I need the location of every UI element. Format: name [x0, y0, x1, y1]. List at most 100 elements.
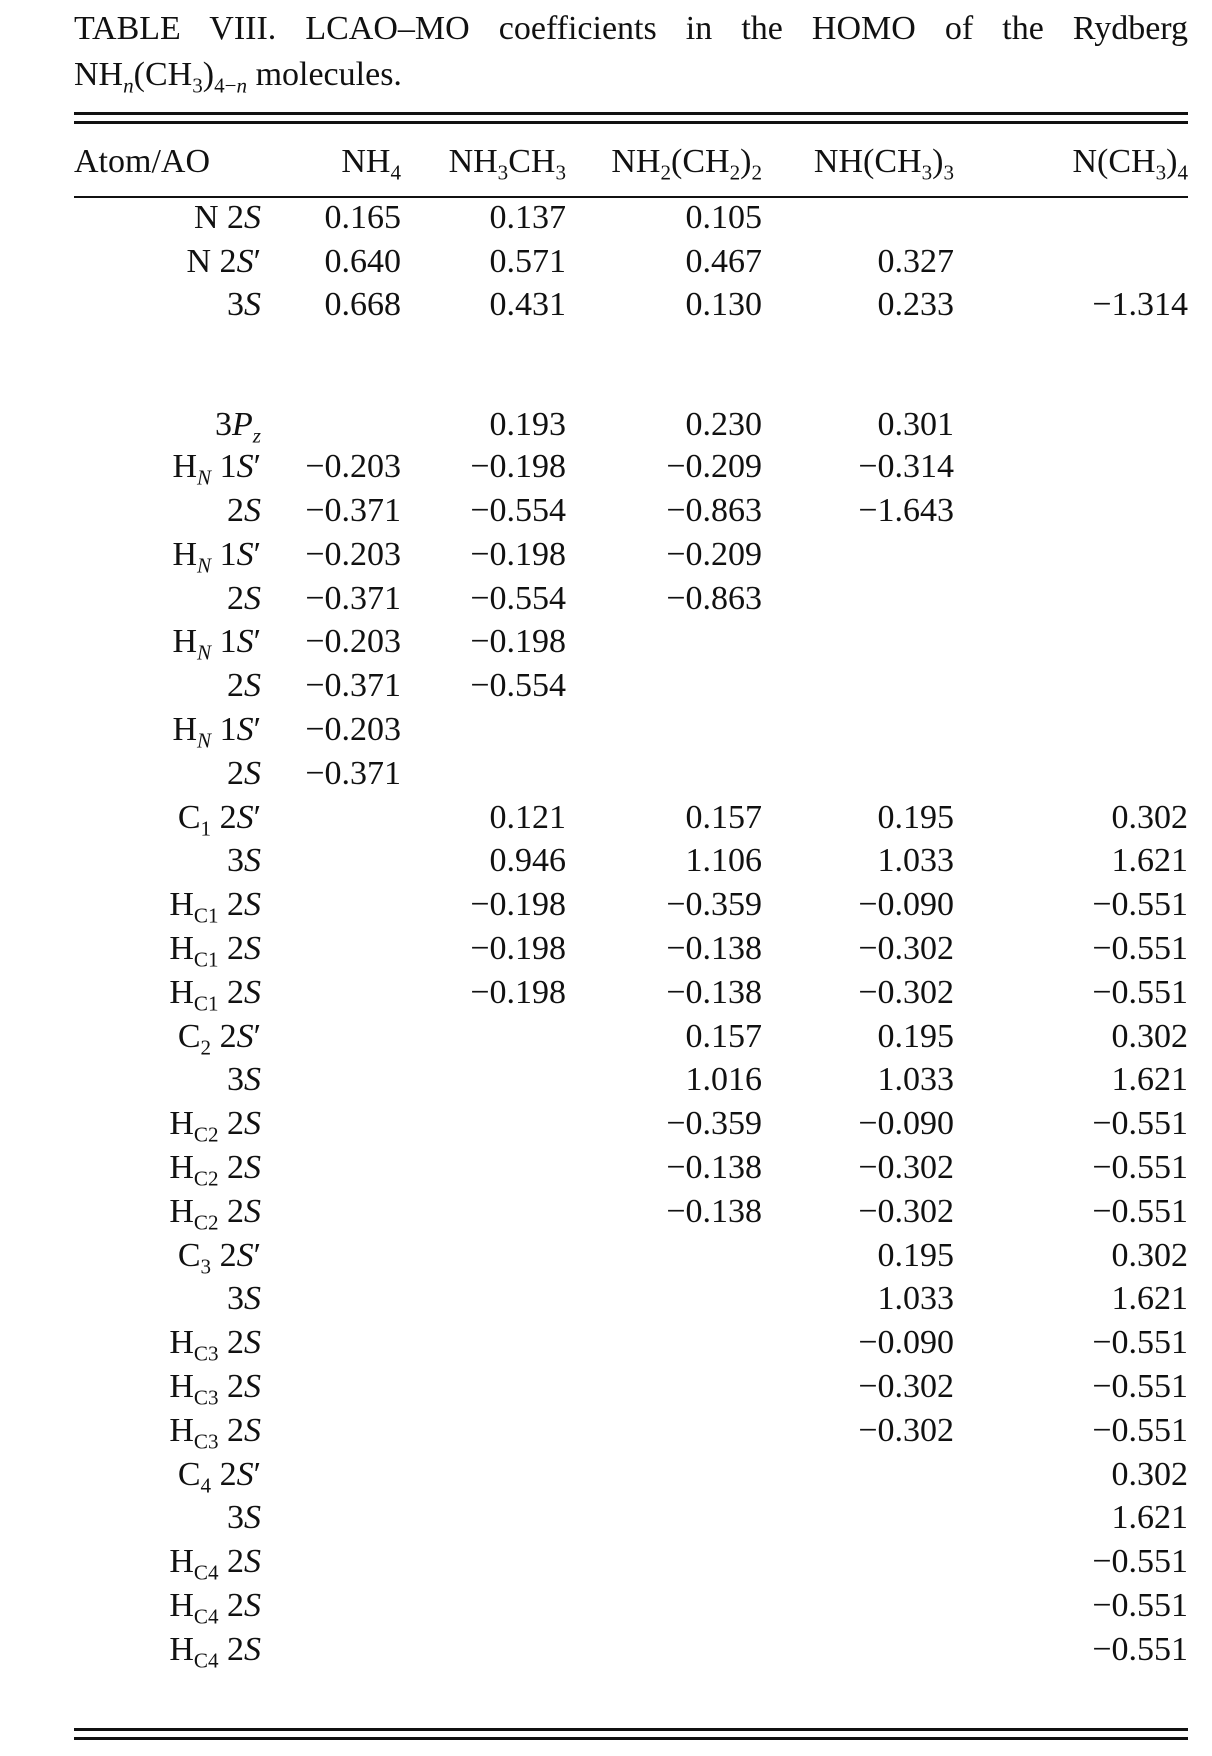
- coefficient-cell: −0.198: [470, 930, 566, 968]
- coefficient-cell: [566, 1497, 762, 1541]
- table-row: 2S −0.371 −0.554 −0.863 −1.643: [74, 489, 1188, 533]
- coefficient-cell: −0.371: [305, 492, 401, 530]
- coefficient-cell: 0.157: [685, 798, 763, 836]
- atom-ao-cell: HC1 2S: [169, 930, 261, 972]
- coefficient-cell: −0.551: [1092, 1368, 1188, 1406]
- atom-ao-cell: 3Pz: [215, 406, 261, 448]
- table-row: HC3 2S −0.302 −0.551: [74, 1365, 1188, 1409]
- table-row: C4 2S′ 0.302: [74, 1453, 1188, 1497]
- table-row: HC1 2S −0.198 −0.359 −0.090 −0.551: [74, 883, 1188, 927]
- table-row: 3S 1.621: [74, 1497, 1188, 1541]
- coefficient-cell: [261, 1628, 401, 1672]
- coefficient-cell: 0.195: [877, 1236, 955, 1274]
- table-row: 3S 1.033 1.621: [74, 1278, 1188, 1322]
- coefficient-cell: [566, 1628, 762, 1672]
- coefficient-cell: 1.106: [685, 842, 763, 880]
- coefficient-cell: [401, 1146, 566, 1190]
- table-caption: TABLE VIII. LCAO–MO coefficients in the …: [74, 6, 1188, 98]
- atom-ao-cell: C4 2S′: [177, 1455, 261, 1497]
- bottom-rule-2: [74, 1737, 1188, 1740]
- coefficient-cell: 0.121: [489, 798, 567, 836]
- coefficient-cell: [762, 1628, 954, 1672]
- table-row: HN 1S′ −0.203: [74, 708, 1188, 752]
- coefficient-cell: [261, 1497, 401, 1541]
- coefficient-cell: −0.551: [1092, 1630, 1188, 1668]
- atom-ao-cell: HN 1S′: [172, 535, 261, 578]
- coefficient-cell: −0.138: [666, 1149, 762, 1187]
- atom-ao-cell: 3S: [227, 1280, 261, 1318]
- atom-ao-cell: HC3 2S: [169, 1324, 261, 1366]
- coefficient-cell: 0.327: [877, 242, 955, 280]
- coefficient-cell: −0.090: [858, 886, 954, 924]
- coefficient-cell: −0.203: [305, 623, 401, 661]
- atom-ao-cell: 3S: [227, 1061, 261, 1099]
- coefficient-cell: −0.554: [470, 667, 566, 705]
- atom-ao-cell: 3S: [227, 1499, 261, 1537]
- coefficient-cell: [762, 1584, 954, 1628]
- atom-ao-cell: HN 1S′: [172, 623, 261, 665]
- coefficient-cell: −1.643: [858, 492, 954, 530]
- coefficient-cell: −0.302: [858, 930, 954, 968]
- table-row: 3Pz 0.193 0.230 0.301: [74, 327, 1188, 448]
- coefficient-cell: 0.233: [877, 286, 955, 324]
- coefficient-cell: [261, 840, 401, 884]
- coefficient-cell: −0.371: [305, 754, 401, 792]
- atom-ao-cell: 3S: [227, 842, 261, 880]
- coefficient-cell: [261, 1234, 401, 1278]
- coefficient-cell: [261, 971, 401, 1015]
- table-row: HC3 2S −0.302 −0.551: [74, 1409, 1188, 1453]
- coefficient-cell: 0.467: [685, 242, 763, 280]
- coefficient-cell: [954, 240, 1188, 284]
- coefficient-cell: [401, 1234, 566, 1278]
- coefficient-cell: −0.371: [305, 667, 401, 705]
- coefficient-cell: [261, 1365, 401, 1409]
- coefficient-cell: −0.209: [666, 448, 762, 486]
- coefficient-cell: [566, 708, 762, 752]
- coefficient-cell: −0.863: [666, 492, 762, 530]
- coefficient-cell: [566, 1540, 762, 1584]
- table-row: HN 1S′ −0.203 −0.198 −0.209 −0.314: [74, 445, 1188, 489]
- coefficient-cell: [762, 196, 954, 240]
- coefficient-cell: [261, 883, 401, 927]
- coefficient-cell: [401, 1365, 566, 1409]
- table-row: 3S 1.016 1.033 1.621: [74, 1059, 1188, 1103]
- coefficient-cell: [261, 1453, 401, 1497]
- coefficient-cell: [566, 752, 762, 796]
- coefficient-cell: [566, 621, 762, 665]
- coefficient-cell: [401, 1628, 566, 1672]
- coefficient-cell: [566, 1409, 762, 1453]
- atom-ao-cell: 2S: [227, 492, 261, 530]
- table-row: N 2S′ 0.640 0.571 0.467 0.327: [74, 240, 1188, 284]
- coefficient-cell: [762, 664, 954, 708]
- coefficient-cell: [954, 621, 1188, 665]
- header-rule: [74, 196, 1188, 198]
- table-row: HC4 2S −0.551: [74, 1628, 1188, 1672]
- coefficient-cell: −0.138: [666, 930, 762, 968]
- coefficient-cell: [762, 752, 954, 796]
- coefficient-cell: [261, 1102, 401, 1146]
- coefficient-cell: [401, 752, 566, 796]
- coefficient-cell: [261, 1059, 401, 1103]
- coefficient-cell: [401, 1409, 566, 1453]
- table-row: C3 2S′ 0.195 0.302: [74, 1234, 1188, 1278]
- atom-ao-cell: HC3 2S: [169, 1368, 261, 1410]
- coefficient-cell: [954, 577, 1188, 621]
- atom-ao-cell: 2S: [227, 579, 261, 617]
- header-atom-ao: Atom/AO: [74, 143, 210, 180]
- coefficient-cell: −0.198: [470, 886, 566, 924]
- table-row: HN 1S′ −0.203 −0.198 −0.209: [74, 533, 1188, 577]
- coefficient-cell: [954, 445, 1188, 489]
- coefficient-cell: [401, 1190, 566, 1234]
- atom-ao-cell: HN 1S′: [172, 448, 261, 490]
- coefficient-cell: −0.551: [1092, 1543, 1188, 1581]
- coefficient-cell: [954, 752, 1188, 796]
- coefficient-cell: 0.302: [1111, 1455, 1189, 1493]
- atom-ao-cell: N 2S: [193, 198, 261, 236]
- coefficient-cell: [762, 1453, 954, 1497]
- coefficient-cell: [401, 1453, 566, 1497]
- table-row: 3S 0.946 1.106 1.033 1.621: [74, 840, 1188, 884]
- coefficient-cell: −0.198: [470, 623, 566, 661]
- table-row: HC2 2S −0.138 −0.302 −0.551: [74, 1190, 1188, 1234]
- coefficient-cell: 0.571: [489, 242, 567, 280]
- coefficient-cell: −0.302: [858, 1149, 954, 1187]
